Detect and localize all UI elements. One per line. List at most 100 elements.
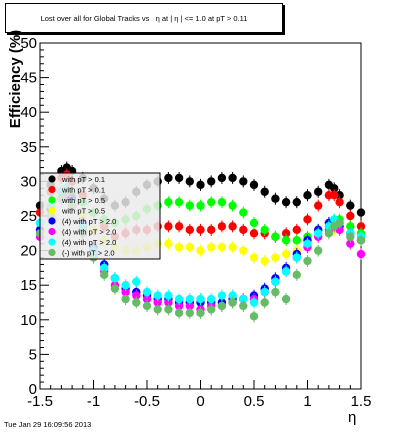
data-point-series-3 [346, 222, 355, 231]
data-point-series-8 [335, 218, 344, 228]
data-point-series-1 [207, 177, 216, 186]
x-tick-label: 0.5 [244, 393, 265, 410]
data-point-series-2 [335, 197, 344, 207]
data-point-series-4 [239, 246, 248, 255]
x-tick-label: 1 [303, 393, 311, 410]
data-point-series-2 [314, 201, 323, 210]
data-point-series-7 [239, 294, 248, 304]
data-point-series-2 [207, 225, 216, 235]
timestamp-footer: Tue Jan 29 16:09:56 2013 [4, 420, 92, 429]
data-point-series-8 [292, 270, 301, 280]
data-point-series-7 [185, 294, 194, 304]
data-point-series-8 [239, 301, 248, 311]
data-point-series-1 [303, 191, 312, 200]
data-point-series-8 [217, 301, 227, 311]
data-point-series-8 [356, 236, 366, 245]
data-point-series-6 [153, 298, 162, 307]
data-point-series-7 [174, 294, 184, 304]
data-point-series-4 [281, 249, 291, 259]
data-point-series-7 [100, 263, 109, 273]
data-point-series-8 [303, 256, 312, 266]
legend-label: with pT > 0.1 [61, 175, 105, 184]
data-point-series-3 [196, 201, 205, 210]
y-tick-label: 20 [20, 243, 37, 260]
y-tick-label: 25 [20, 208, 37, 225]
y-axis-label: Efficiency (%) [7, 29, 24, 129]
data-point-series-7 [292, 253, 301, 262]
data-point-series-7 [281, 267, 291, 276]
legend-marker [48, 185, 56, 194]
data-point-series-8 [324, 229, 334, 238]
data-point-series-1 [239, 177, 248, 186]
y-tick-label: 10 [20, 312, 37, 329]
data-point-series-2 [228, 222, 237, 231]
data-point-series-2 [330, 191, 339, 200]
data-point-series-3 [228, 201, 237, 210]
data-point-series-8 [110, 284, 120, 293]
data-point-series-3 [271, 232, 280, 241]
data-point-series-3 [292, 236, 301, 245]
data-point-series-6 [142, 294, 152, 304]
data-point-series-7 [217, 291, 227, 300]
data-point-series-4 [174, 242, 184, 252]
x-tick-label: -1.5 [27, 393, 53, 410]
y-tick-label: 40 [20, 104, 37, 121]
data-point-series-8 [100, 270, 109, 280]
data-point-series-3 [249, 218, 259, 228]
x-tick-label: -1 [87, 393, 100, 410]
legend-label: (4) with pT > 2.0 [62, 228, 116, 237]
legend-marker [48, 227, 56, 236]
data-point-series-1 [174, 173, 184, 183]
data-point-series-1 [356, 208, 366, 217]
data-point-series-6 [346, 239, 355, 248]
data-point-series-8 [281, 294, 291, 304]
data-point-series-7 [207, 294, 216, 304]
data-point-series-1 [314, 187, 323, 196]
data-point-series-3 [260, 225, 269, 235]
data-point-series-7 [132, 277, 141, 286]
data-point-series-7 [142, 287, 152, 297]
y-tick-label: 0 [29, 381, 37, 398]
chart-title: Lost over all for Global Tracks vs η at … [5, 3, 283, 33]
data-point-series-3 [207, 197, 216, 207]
data-point-series-8 [132, 298, 141, 307]
data-point-series-8 [314, 246, 323, 255]
x-tick-label: 1.5 [351, 393, 372, 410]
data-point-series-1 [228, 173, 237, 183]
data-point-series-2 [239, 225, 248, 235]
data-point-series-7 [153, 291, 162, 300]
data-point-series-1 [346, 201, 355, 210]
data-point-series-4 [217, 242, 227, 252]
data-point-series-1 [217, 173, 227, 183]
data-point-series-8 [121, 294, 130, 304]
plot-layer: 0 5 10 15 20 25 30 35 40 45 50 -1.5 -1 -0.5 0 0.5 1 1.5 wi… [20, 35, 371, 410]
data-point-series-2 [249, 229, 259, 238]
data-point-series-1 [260, 187, 269, 196]
legend-marker [48, 196, 56, 204]
legend-label: (4) with pT > 2.0 [62, 238, 116, 247]
data-point-series-4 [196, 246, 205, 255]
data-point-series-1 [281, 197, 291, 207]
legend-marker [48, 217, 56, 225]
data-point-series-3 [185, 201, 194, 210]
legend-label: (4) with pT > 2.0 [62, 217, 116, 226]
data-point-series-8 [207, 305, 216, 314]
data-point-series-4 [249, 253, 259, 262]
data-point-series-1 [249, 180, 259, 190]
data-point-series-2 [164, 222, 173, 231]
data-point-series-1 [164, 173, 173, 183]
data-point-series-6 [132, 291, 141, 300]
data-point-series-4 [228, 242, 237, 252]
data-point-series-8 [164, 305, 173, 314]
data-point-series-1 [196, 180, 205, 190]
y-tick-label: 50 [20, 35, 37, 52]
data-point-series-3 [174, 197, 184, 207]
data-point-series-4 [207, 242, 216, 252]
legend-marker [48, 238, 56, 246]
data-point-series-7 [314, 229, 323, 238]
data-point-series-4 [271, 253, 280, 262]
data-point-series-8 [228, 298, 237, 307]
data-point-series-2 [185, 225, 194, 235]
legend-label: with pT > 0.5 [61, 207, 105, 216]
data-point-series-6 [174, 301, 184, 311]
